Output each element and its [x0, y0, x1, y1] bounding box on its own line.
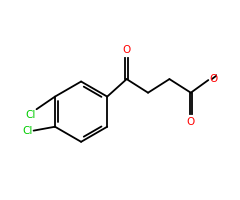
Text: Cl: Cl: [22, 126, 33, 136]
Text: O: O: [123, 45, 131, 55]
Text: O: O: [209, 74, 217, 84]
Text: Cl: Cl: [25, 110, 36, 120]
Text: O: O: [187, 117, 195, 127]
